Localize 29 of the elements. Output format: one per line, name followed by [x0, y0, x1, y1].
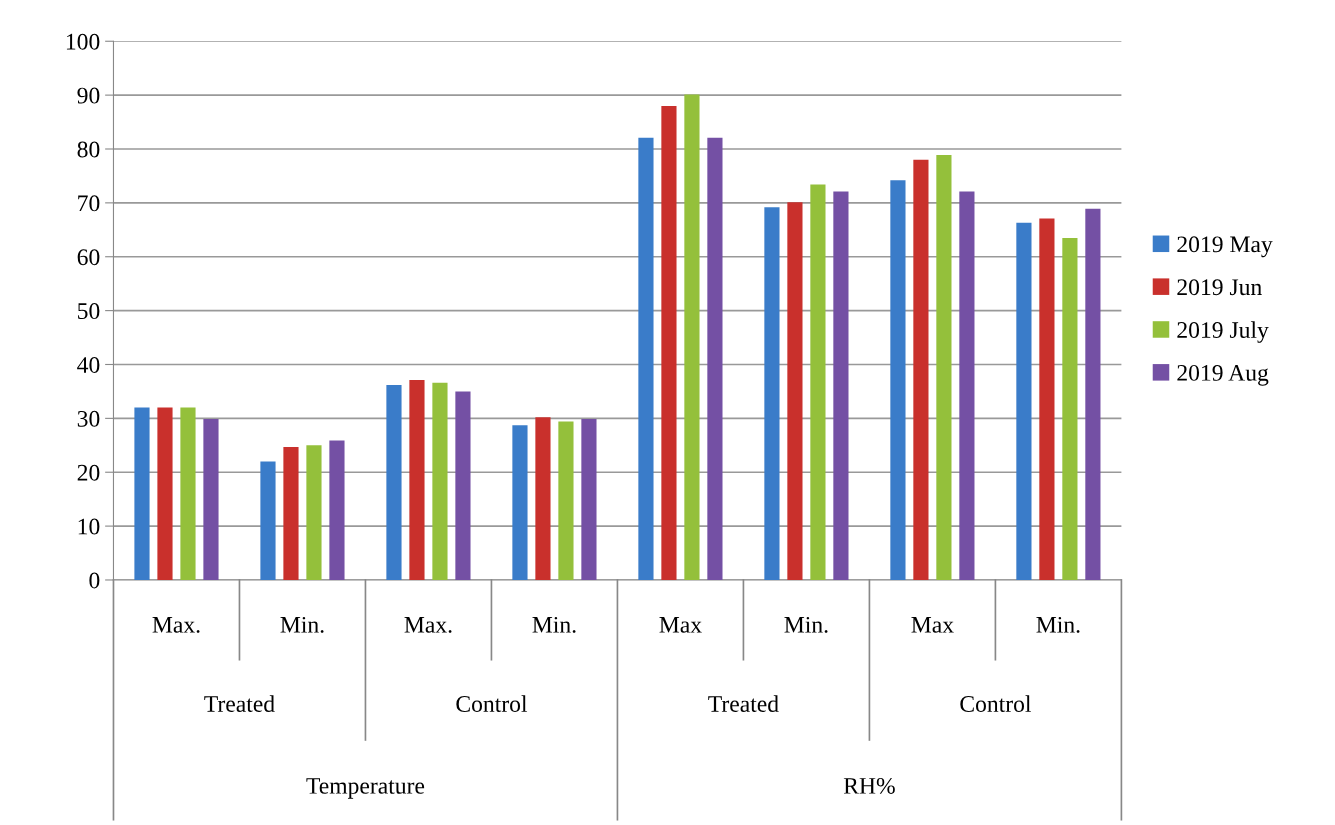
- y-tick-label: 10: [78, 518, 100, 535]
- y-tick-label: 0: [89, 572, 100, 589]
- x-tick-label: Min.: [280, 616, 324, 633]
- y-tick-label: 60: [77, 249, 100, 266]
- text: Temperature: [306, 778, 425, 799]
- x-tick-label: Max: [911, 617, 954, 633]
- y-tick-label: 70: [78, 195, 100, 212]
- x-tick-label: Min.: [532, 616, 576, 633]
- y-tick-label: 20: [77, 464, 100, 481]
- x-tick-label: Max.: [404, 617, 452, 633]
- text: Treated: [708, 695, 779, 712]
- y-tick-label: 30: [77, 410, 100, 427]
- text: Control: [456, 695, 528, 712]
- y-tick-label: 100: [66, 33, 100, 50]
- y-tick-label: 80: [77, 141, 100, 158]
- y-tick-label: 50: [78, 303, 100, 320]
- x-tick-label: Min.: [1036, 616, 1080, 633]
- x-tick-label: Max: [659, 617, 702, 633]
- legend-label: 2019 May: [1177, 236, 1273, 258]
- y-tick-label: 40: [77, 356, 100, 373]
- y-tick-label: 90: [77, 87, 100, 104]
- legend-label: 2019 July: [1177, 321, 1269, 343]
- text: RH%: [843, 777, 895, 794]
- text: Control: [960, 695, 1032, 712]
- x-tick-label: Min.: [784, 616, 828, 633]
- legend-label: 2019 Aug: [1177, 364, 1269, 386]
- x-tick-label: Max.: [152, 617, 200, 633]
- text: Treated: [204, 695, 275, 712]
- legend-label: 2019 Jun: [1177, 279, 1262, 296]
